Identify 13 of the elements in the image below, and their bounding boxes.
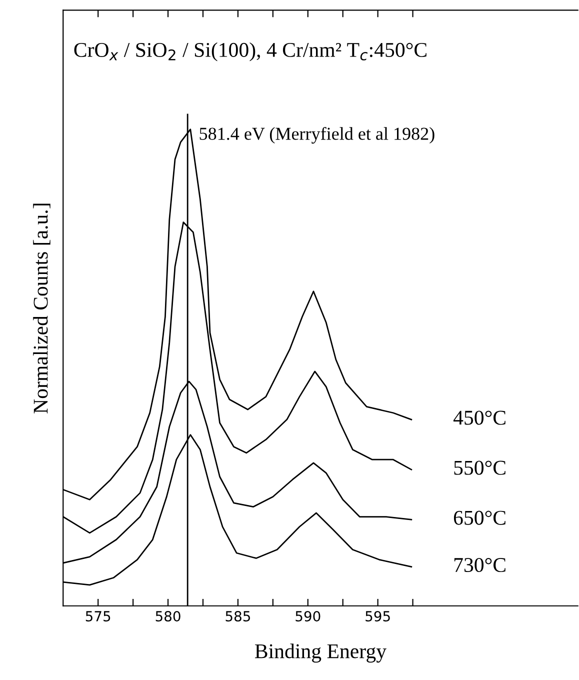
- x-axis-title: Binding Energy: [255, 644, 386, 663]
- chart-title: CrO$_{x}$ / SiO$_{2}$ / Si(100), 4 Cr/nm² T$_{c}$:450°C: [74, 42, 426, 62]
- ref-line-label: 581.4 eV (Merryfield et al 1982): [200, 126, 434, 144]
- x-tick-label: 595: [366, 610, 390, 622]
- text: 730°C: [454, 558, 506, 572]
- x-tick-label: 585: [226, 610, 250, 622]
- text: 650°C: [454, 510, 506, 525]
- text: 450°C: [453, 410, 506, 425]
- text: 550°C: [454, 460, 506, 475]
- x-tick-label: 590: [296, 610, 320, 622]
- x-tick-label: 580: [156, 610, 180, 622]
- y-axis-title: Normalized Counts [a.u.]: [33, 204, 50, 414]
- x-tick-label: 575: [86, 611, 110, 622]
